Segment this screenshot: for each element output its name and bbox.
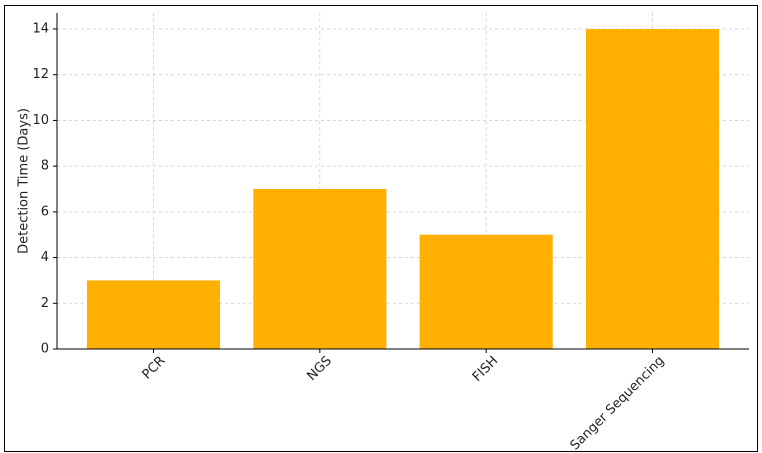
y-axis-label: Detection Time (Days) bbox=[17, 108, 32, 254]
y-tick-label: 2 bbox=[41, 296, 49, 311]
frame bbox=[4, 5, 758, 452]
y-tick-label: 4 bbox=[41, 250, 49, 265]
y-tick-label: 10 bbox=[32, 113, 49, 128]
y-tick-label: 12 bbox=[32, 67, 49, 82]
bar bbox=[253, 189, 387, 349]
y-tick-label: 14 bbox=[32, 22, 49, 37]
bar bbox=[86, 280, 221, 349]
x-tick-label: PCR bbox=[140, 353, 169, 382]
bar bbox=[585, 29, 720, 349]
bar bbox=[419, 234, 553, 349]
x-tick-label: NGS bbox=[304, 353, 334, 383]
y-tick-label: 8 bbox=[41, 159, 49, 174]
y-tick-label: 0 bbox=[41, 342, 49, 357]
y-tick-label: 6 bbox=[41, 204, 49, 219]
x-tick-label: Sanger Sequencing bbox=[568, 353, 668, 453]
x-tick-label: FISH bbox=[470, 353, 501, 384]
